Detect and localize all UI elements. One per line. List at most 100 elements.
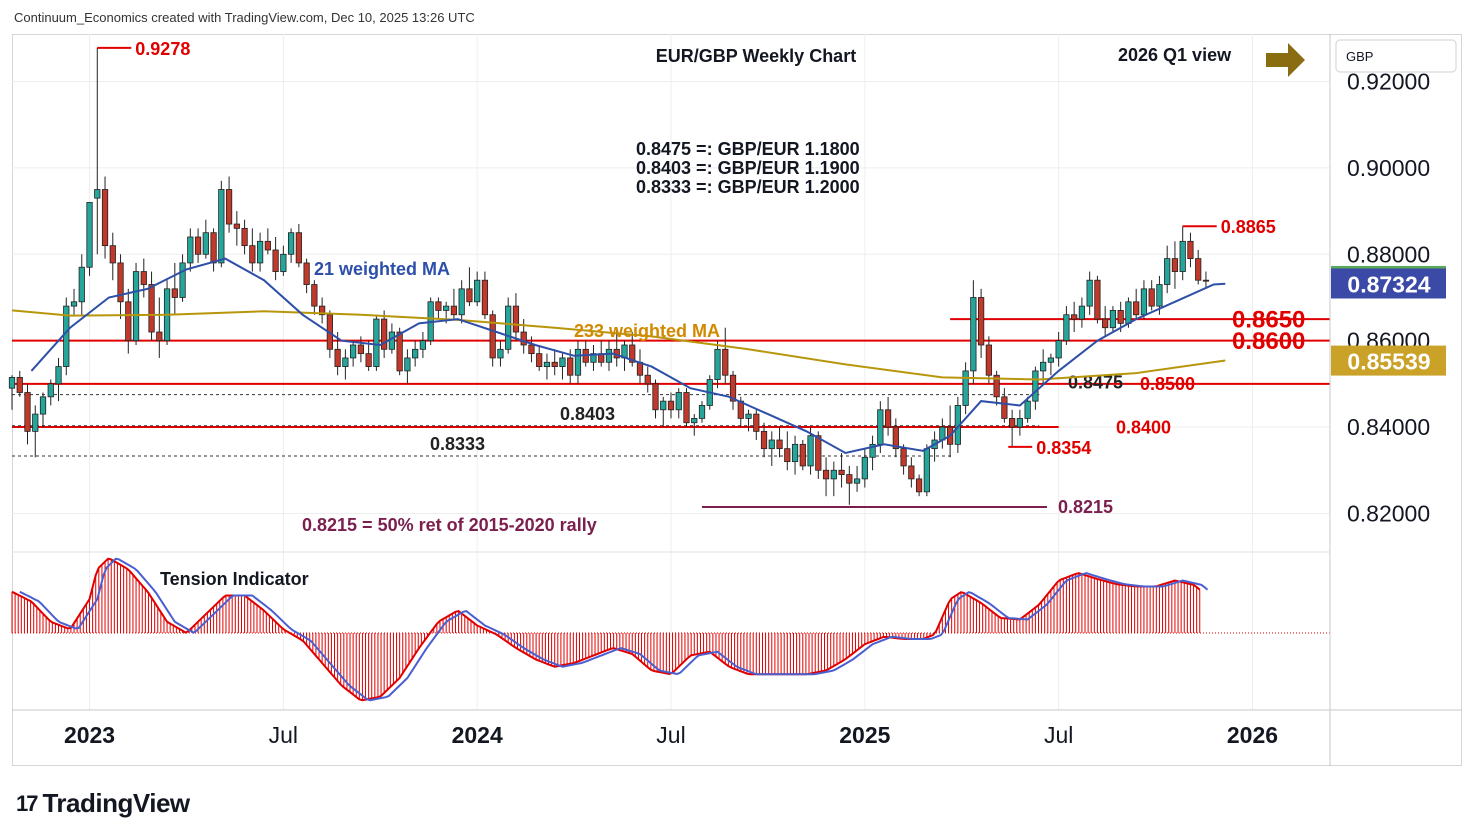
candle xyxy=(923,444,930,497)
candle-body xyxy=(132,271,140,342)
candle-body xyxy=(319,305,326,316)
candle-body xyxy=(892,426,899,450)
candle-body xyxy=(722,348,729,376)
candle-body xyxy=(24,392,31,432)
candle-body xyxy=(8,376,16,389)
candle-body xyxy=(993,374,1000,398)
candle xyxy=(39,392,47,428)
candle xyxy=(474,271,481,307)
candle xyxy=(1078,297,1086,328)
marker: 0.8865 xyxy=(1182,217,1276,237)
candle xyxy=(582,340,589,367)
candle xyxy=(1016,409,1023,436)
candle xyxy=(1109,306,1117,333)
tension-label: Tension Indicator xyxy=(160,569,309,589)
candle xyxy=(117,254,124,320)
candle-body xyxy=(210,232,217,264)
candle-body xyxy=(419,340,427,350)
candle-body xyxy=(543,361,551,367)
candle xyxy=(458,280,465,324)
candle xyxy=(1202,271,1210,289)
candle xyxy=(908,457,915,488)
marker-label: 0.9278 xyxy=(135,39,190,59)
candle-body xyxy=(443,305,450,311)
candle xyxy=(210,228,217,272)
candle-body xyxy=(753,413,760,432)
x-tick-label: 2023 xyxy=(64,722,115,748)
candle-body xyxy=(970,297,977,372)
candle xyxy=(1133,288,1140,320)
candle xyxy=(63,297,70,376)
conversion-note: 0.8333 =: GBP/EUR 1.2000 xyxy=(636,177,860,197)
candle xyxy=(132,262,140,345)
level-label: 0.8400 xyxy=(1116,417,1171,437)
x-tick-label: Jul xyxy=(656,722,685,748)
candle-body xyxy=(171,288,178,298)
candle xyxy=(481,271,489,320)
price-badge-text: 0.85539 xyxy=(1347,349,1430,375)
candle xyxy=(869,435,876,471)
grid-lines xyxy=(12,34,1330,710)
candle-body xyxy=(39,396,47,415)
axes: 0.920000.900000.880000.860000.840000.820… xyxy=(12,34,1462,766)
tension-indicator-panel xyxy=(11,557,1330,702)
candle xyxy=(768,431,775,466)
candle-body xyxy=(1125,301,1132,324)
candle-body xyxy=(1102,318,1109,329)
candle-body xyxy=(1078,305,1086,320)
candle-body xyxy=(1133,301,1140,316)
fib-note: 0.8215 = 50% ret of 2015-2020 rally xyxy=(302,515,597,535)
candle-body xyxy=(1032,370,1039,402)
candle-body xyxy=(101,189,109,247)
level-label: 0.8500 xyxy=(1140,374,1195,394)
candle-body xyxy=(342,357,349,367)
marker: 0.8354 xyxy=(1008,438,1091,458)
candle xyxy=(171,262,178,315)
candle xyxy=(815,431,822,479)
candle-body xyxy=(807,435,814,467)
candle-body xyxy=(1140,288,1148,316)
candle-body xyxy=(1040,361,1047,372)
candle xyxy=(70,288,78,315)
candle-body xyxy=(567,357,574,376)
candle xyxy=(55,357,62,402)
candle-body xyxy=(1117,310,1124,324)
forward-arrow-icon xyxy=(1266,43,1305,77)
candle-body xyxy=(1164,258,1171,285)
candle-body xyxy=(574,348,582,376)
candle xyxy=(667,392,675,419)
candle xyxy=(729,370,737,410)
marker-label: 0.8865 xyxy=(1221,217,1276,237)
candle xyxy=(838,452,845,488)
candle xyxy=(194,228,202,263)
chart-title: EUR/GBP Weekly Chart xyxy=(656,46,856,66)
candle xyxy=(24,383,31,445)
currency-label: GBP xyxy=(1335,39,1457,73)
candle xyxy=(1032,366,1039,410)
tension-fast-line xyxy=(11,557,1201,702)
candle xyxy=(101,176,109,259)
candle-body xyxy=(675,392,682,411)
candle-body xyxy=(729,374,737,402)
candle xyxy=(202,219,209,259)
candle-body xyxy=(1156,284,1163,307)
candle-body xyxy=(489,314,496,359)
currency-box xyxy=(1335,39,1457,73)
candle xyxy=(32,405,39,458)
candle xyxy=(381,310,388,358)
candle-body xyxy=(272,249,279,272)
candle xyxy=(536,344,543,371)
candle xyxy=(644,366,651,393)
candle xyxy=(1187,232,1194,268)
candle xyxy=(86,202,93,276)
candle-body xyxy=(978,297,985,346)
candle xyxy=(272,237,279,281)
candle-body xyxy=(148,284,155,333)
candle xyxy=(287,228,295,263)
candle xyxy=(900,444,907,475)
candle xyxy=(551,349,558,376)
candle-body xyxy=(520,331,527,346)
tradingview-footer[interactable]: 17 TradingView xyxy=(16,788,190,819)
candle-body xyxy=(714,348,721,380)
